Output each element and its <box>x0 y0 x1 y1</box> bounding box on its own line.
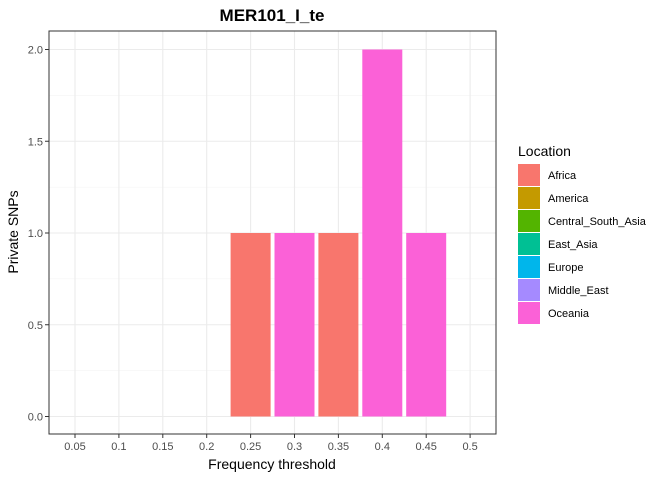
legend-key-oceania <box>518 302 540 324</box>
chart-title: MER101_I_te <box>220 6 325 25</box>
legend-key-africa <box>518 164 540 186</box>
y-tick-label: 1.5 <box>28 136 43 148</box>
y-tick-label: 1.0 <box>28 228 43 240</box>
bar-africa-0.35 <box>318 233 359 417</box>
legend-title: Location <box>518 143 571 159</box>
x-tick-label: 0.15 <box>152 441 173 453</box>
bar-africa-0.25 <box>230 233 271 417</box>
x-tick-label: 0.45 <box>415 441 436 453</box>
x-tick-label: 0.2 <box>199 441 214 453</box>
legend-label-oceania: Oceania <box>548 308 590 320</box>
legend-label-africa: Africa <box>548 170 577 182</box>
legend-key-central_south_asia <box>518 210 540 232</box>
bar-oceania-0.3 <box>274 233 315 417</box>
legend-key-middle_east <box>518 279 540 301</box>
x-tick-label: 0.3 <box>287 441 302 453</box>
y-tick-label: 0.5 <box>28 320 43 332</box>
legend-key-america <box>518 187 540 209</box>
legend: Location Africa America Central_South_Asia… <box>518 143 647 324</box>
legend-label-central_south_asia: Central_South_Asia <box>548 216 647 228</box>
axes: 0.05 0.1 0.15 0.2 0.25 0.3 0.35 0.4 0.45 0.5 0.0 0.… <box>28 45 478 454</box>
legend-label-europe: Europe <box>548 262 583 274</box>
bar-oceania-0.4 <box>362 49 403 417</box>
y-tick-label: 0.0 <box>28 412 43 424</box>
x-tick-label: 0.05 <box>64 441 85 453</box>
y-axis-label: Private SNPs <box>5 190 21 273</box>
legend-label-east_asia: East_Asia <box>548 239 598 251</box>
x-tick-label: 0.25 <box>240 441 261 453</box>
legend-key-east_asia <box>518 233 540 255</box>
legend-label-middle_east: Middle_East <box>548 285 609 297</box>
grid-lines <box>49 31 496 434</box>
legend-key-europe <box>518 256 540 278</box>
x-tick-label: 0.35 <box>328 441 349 453</box>
legend-label-america: America <box>548 193 589 205</box>
legend-items: Africa America Central_South_Asia East_Asia… <box>518 164 647 324</box>
x-tick-label: 0.4 <box>375 441 390 453</box>
bars <box>230 49 447 417</box>
x-tick-label: 0.1 <box>111 441 126 453</box>
bar-oceania-0.45 <box>406 233 447 417</box>
x-tick-label: 0.5 <box>462 441 477 453</box>
x-axis-label: Frequency threshold <box>208 456 336 472</box>
y-tick-label: 2.0 <box>28 45 43 57</box>
